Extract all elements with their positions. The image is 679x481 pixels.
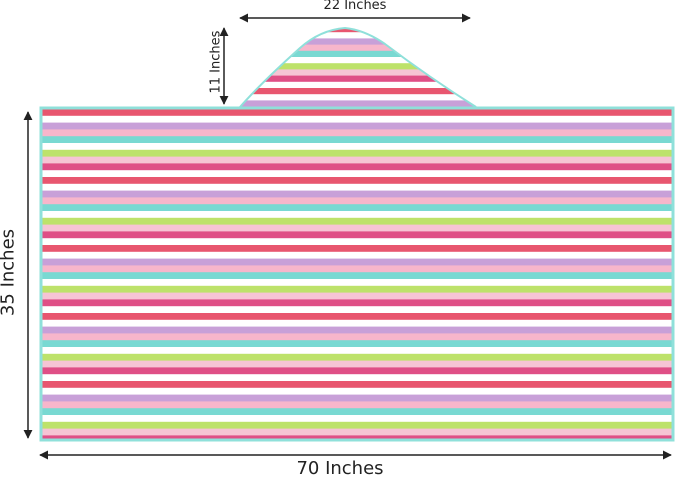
stripe bbox=[42, 265, 672, 273]
stripe bbox=[42, 279, 672, 287]
stripe bbox=[240, 63, 476, 70]
stripe bbox=[42, 401, 672, 409]
stripe bbox=[42, 177, 672, 185]
stripe bbox=[42, 340, 672, 348]
stripe bbox=[240, 44, 476, 52]
stripe bbox=[42, 197, 672, 205]
stripe bbox=[42, 170, 672, 178]
stripe bbox=[42, 306, 672, 314]
stripe bbox=[42, 415, 672, 423]
stripe bbox=[42, 245, 672, 253]
stripe bbox=[42, 319, 672, 328]
stripe bbox=[42, 163, 672, 171]
stripe bbox=[42, 394, 672, 402]
stripe bbox=[42, 136, 672, 144]
towel-body bbox=[39, 106, 675, 442]
stripe bbox=[240, 38, 476, 46]
stripe bbox=[240, 75, 476, 83]
towel-trim bbox=[39, 106, 675, 442]
stripe bbox=[240, 32, 476, 39]
stripe bbox=[42, 353, 672, 362]
towel-height-label: 35 Inches bbox=[0, 228, 19, 317]
stripe bbox=[240, 100, 476, 107]
stripe bbox=[42, 292, 672, 300]
stripe bbox=[240, 69, 476, 77]
stripe bbox=[42, 231, 672, 239]
stripe bbox=[42, 238, 672, 246]
stripe bbox=[42, 408, 672, 416]
hood-height-label: 11 Inches bbox=[208, 30, 224, 94]
stripe bbox=[240, 57, 476, 64]
stripe bbox=[42, 122, 672, 130]
stripe bbox=[42, 190, 672, 198]
hood bbox=[239, 26, 477, 108]
towel-width-label: 70 Inches bbox=[296, 458, 384, 479]
stripe bbox=[42, 143, 672, 151]
stripe bbox=[42, 421, 672, 430]
stripe bbox=[42, 211, 672, 219]
stripe bbox=[42, 217, 672, 226]
stripe bbox=[42, 258, 672, 266]
stripe bbox=[42, 285, 672, 294]
stripe bbox=[42, 251, 672, 260]
stripe bbox=[42, 109, 672, 117]
stripe bbox=[42, 428, 672, 436]
stripe bbox=[42, 115, 672, 124]
stripe bbox=[42, 347, 672, 355]
stripe bbox=[42, 326, 672, 334]
stripe bbox=[240, 88, 476, 95]
stripe bbox=[42, 333, 672, 341]
stripe bbox=[240, 81, 476, 89]
stripe bbox=[42, 272, 672, 280]
hood-width-label: 22 Inches bbox=[323, 0, 387, 13]
stripe bbox=[42, 224, 672, 232]
stripe bbox=[240, 50, 476, 58]
stripe bbox=[42, 367, 672, 375]
stripe bbox=[42, 435, 672, 439]
stripe bbox=[42, 313, 672, 321]
stripe bbox=[42, 204, 672, 212]
stripe bbox=[42, 156, 672, 164]
stripe bbox=[42, 129, 672, 137]
stripe bbox=[42, 183, 672, 192]
stripe bbox=[42, 381, 672, 389]
stripe bbox=[42, 374, 672, 382]
stripe bbox=[42, 149, 672, 158]
stripe bbox=[42, 387, 672, 396]
stripe bbox=[42, 360, 672, 368]
stripe bbox=[240, 94, 476, 101]
stripe bbox=[42, 299, 672, 307]
